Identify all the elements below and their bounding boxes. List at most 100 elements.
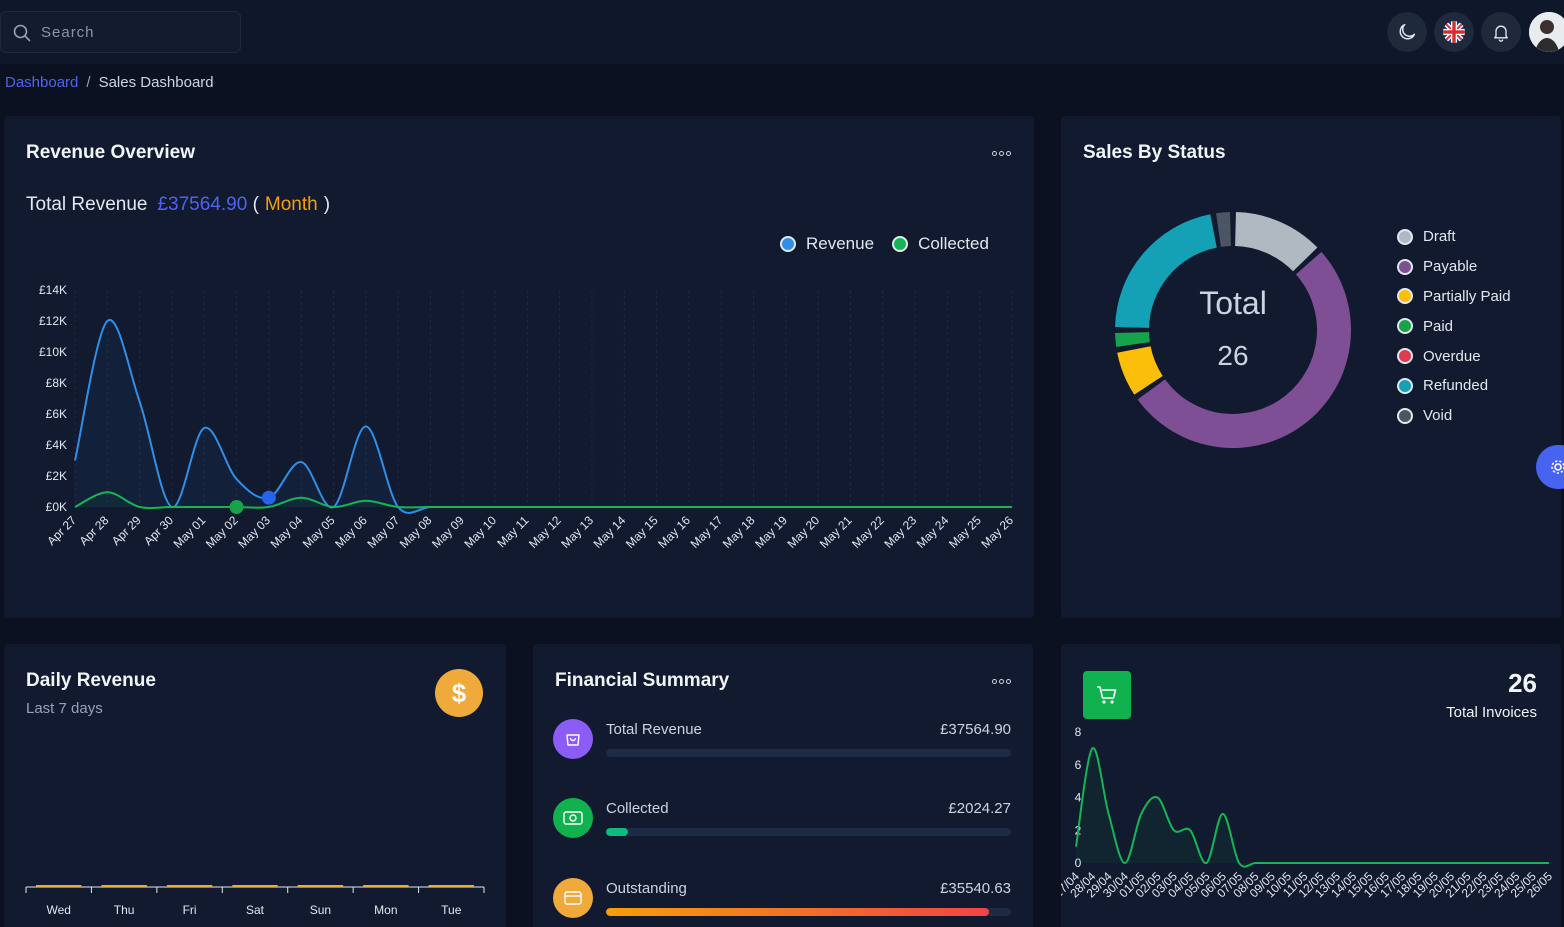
theme-toggle-button[interactable] [1387, 12, 1427, 52]
sales-by-status-card: Sales By Status Total 26 Draft Payable P… [1061, 116, 1561, 618]
legend-void[interactable]: Void [1397, 401, 1511, 431]
breadcrumb: Dashboard / Sales Dashboard [5, 74, 214, 91]
x-tick-label: May 26 [978, 513, 1016, 551]
legend-paid[interactable]: Paid [1397, 311, 1511, 341]
legend-revenue[interactable]: Revenue [806, 234, 875, 253]
search-icon [13, 24, 31, 42]
donut-slice-void [1216, 212, 1231, 247]
legend-dot [1397, 318, 1413, 335]
x-tick-label: May 24 [914, 513, 952, 551]
x-tick-label: Wed [46, 903, 70, 917]
shopping-bag-icon [553, 719, 593, 759]
progress-fill [606, 908, 990, 916]
bar [363, 885, 409, 887]
user-avatar-icon [1529, 12, 1564, 52]
y-tick-label: 6 [1075, 758, 1082, 772]
x-tick-label: May 23 [881, 513, 919, 551]
search-input[interactable] [41, 20, 231, 44]
legend-dot [1397, 228, 1413, 245]
legend-draft[interactable]: Draft [1397, 222, 1511, 252]
card-title: Sales By Status [1083, 142, 1226, 163]
legend-dot [1397, 258, 1413, 275]
x-tick-label: May 16 [655, 513, 693, 551]
legend-label: Payable [1423, 258, 1478, 276]
bell-icon [1494, 25, 1508, 42]
summary-label: Outstanding [606, 880, 687, 897]
summary-row-collected: Collected £2024.27 [553, 798, 1011, 848]
legend-dot [1397, 348, 1413, 365]
donut-center-value: 26 [1217, 340, 1248, 371]
y-tick-label: £4K [46, 438, 67, 452]
status-donut-chart: Total 26 [1115, 212, 1351, 449]
x-tick-label: May 10 [461, 513, 499, 551]
y-tick-label: £10K [39, 345, 67, 359]
revenue-overview-card: Revenue Overview Total Revenue £37564.90 … [4, 116, 1034, 618]
summary-value: £2024.27 [948, 800, 1011, 817]
legend-overdue[interactable]: Overdue [1397, 341, 1511, 371]
breadcrumb-current: Sales Dashboard [98, 74, 214, 91]
card-title: Daily Revenue [26, 670, 156, 691]
bar [232, 885, 278, 887]
series-area-revenue [75, 319, 1012, 513]
language-button[interactable] [1434, 12, 1474, 52]
y-tick-label: £6K [46, 407, 67, 421]
x-tick-label: May 11 [494, 513, 531, 550]
collected-legend-dot [892, 236, 909, 252]
x-tick-label: Fri [183, 903, 197, 917]
bar [101, 885, 147, 887]
revenue-legend-dot [780, 236, 796, 252]
x-tick-label: May 14 [591, 513, 629, 551]
settings-fab-button[interactable] [1536, 445, 1564, 489]
search-box[interactable] [0, 11, 241, 53]
y-tick-label: 0 [1075, 856, 1082, 870]
x-tick-label: May 07 [364, 513, 402, 551]
data-marker-collected [229, 500, 244, 514]
area-fill [1076, 747, 1549, 867]
y-tick-label: £0K [46, 500, 67, 514]
invoice-label: Total Invoices [1446, 704, 1537, 721]
invoices-card: 26 Total Invoices 0 2 4 6 8 27/04 28/04 29/04 30… [1061, 644, 1561, 927]
progress-track [606, 908, 1011, 916]
y-tick-label: £12K [39, 314, 67, 328]
x-tick-label: Tue [441, 903, 462, 917]
summary-label: Collected [606, 800, 669, 817]
donut-slice-paid [1115, 332, 1150, 347]
legend-partially-paid[interactable]: Partially Paid [1397, 282, 1511, 312]
dollar-icon: $ [435, 669, 483, 717]
bar [36, 885, 82, 887]
breadcrumb-separator: / [86, 74, 91, 91]
paren-close: ) [323, 194, 331, 215]
notifications-button[interactable] [1481, 12, 1521, 52]
bar [297, 885, 344, 887]
legend-label: Paid [1423, 317, 1454, 335]
y-tick-label: £2K [46, 469, 67, 483]
paren-open: ( [252, 194, 259, 215]
x-tick-label: Apr 29 [109, 513, 144, 548]
more-options-button[interactable] [992, 151, 1011, 156]
x-tick-label: May 25 [946, 513, 984, 551]
avatar[interactable] [1529, 12, 1564, 52]
more-options-button[interactable] [992, 679, 1011, 684]
progress-track [606, 828, 1011, 836]
cart-icon [1083, 671, 1131, 719]
uk-flag-icon [1443, 21, 1465, 43]
summary-row-total-revenue: Total Revenue £37564.90 [553, 719, 1011, 769]
legend-collected[interactable]: Collected [918, 234, 989, 253]
data-marker-revenue [261, 490, 276, 505]
y-tick-label: 8 [1075, 725, 1082, 739]
summary-label: Total Revenue [606, 721, 702, 738]
status-legend: Draft Payable Partially Paid Paid Overdu… [1397, 222, 1511, 431]
legend-label: Void [1423, 407, 1453, 425]
card-title: Revenue Overview [26, 142, 195, 163]
x-tick-label: May 18 [720, 513, 758, 551]
period-selector[interactable]: Month [264, 194, 318, 215]
legend-refunded[interactable]: Refunded [1397, 371, 1511, 401]
x-tick-label: May 12 [526, 513, 564, 551]
bar [166, 885, 213, 887]
breadcrumb-dashboard-link[interactable]: Dashboard [5, 74, 79, 91]
legend-payable[interactable]: Payable [1397, 252, 1511, 282]
donut-slice-partially-paid [1117, 346, 1163, 395]
x-tick-label: Apr 28 [77, 513, 112, 548]
invoice-count: 26 [1508, 668, 1537, 698]
